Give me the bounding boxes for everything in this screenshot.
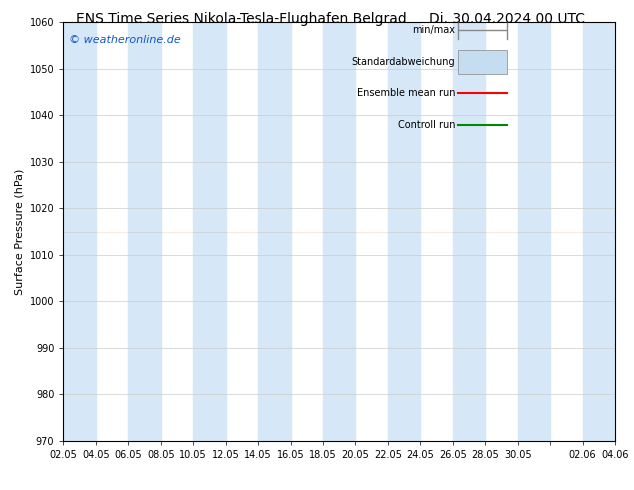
Bar [258, 22, 290, 441]
Bar [458, 50, 507, 74]
Text: Di. 30.04.2024 00 UTC: Di. 30.04.2024 00 UTC [429, 12, 585, 26]
Text: Standardabweichung: Standardabweichung [351, 57, 455, 67]
Bar [128, 22, 161, 441]
Bar [517, 22, 550, 441]
Y-axis label: Surface Pressure (hPa): Surface Pressure (hPa) [14, 169, 24, 294]
Text: min/max: min/max [412, 25, 455, 35]
Bar [193, 22, 226, 441]
Bar [583, 22, 615, 441]
Text: ENS Time Series Nikola-Tesla-Flughafen Belgrad: ENS Time Series Nikola-Tesla-Flughafen B… [75, 12, 406, 26]
Text: © weatheronline.de: © weatheronline.de [69, 35, 181, 45]
Bar [453, 22, 485, 441]
Bar [388, 22, 420, 441]
Bar [323, 22, 356, 441]
Bar [63, 22, 96, 441]
Text: Controll run: Controll run [398, 120, 455, 130]
Text: Ensemble mean run: Ensemble mean run [356, 88, 455, 98]
